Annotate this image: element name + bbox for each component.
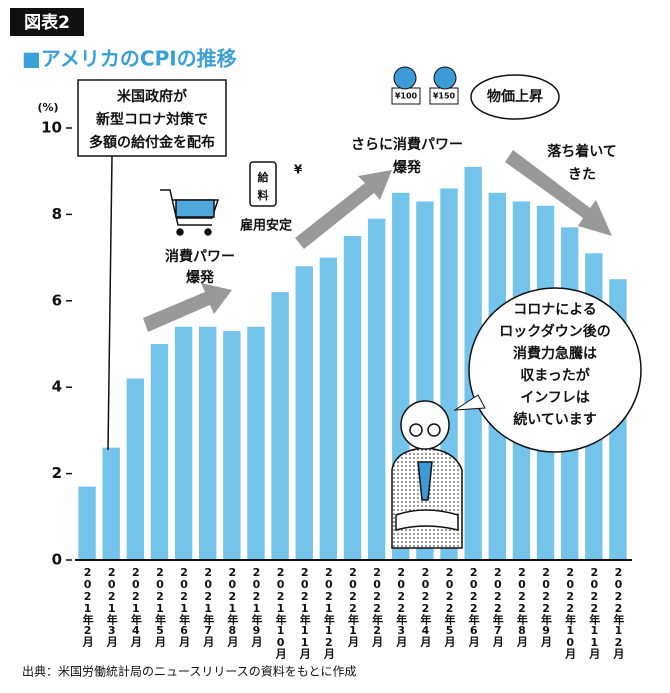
annotation: 落ち着いて bbox=[547, 143, 617, 160]
x-tick-label: 2021年6月 bbox=[177, 566, 191, 646]
y-tick-label: 6 bbox=[52, 291, 62, 309]
y-unit: (%) bbox=[37, 101, 58, 114]
annotation: 収まったが bbox=[520, 367, 590, 384]
annotation: 爆発 bbox=[186, 269, 215, 286]
source: 出典：米国労働統計局のニュースリリースの資料をもとに作成 bbox=[22, 664, 357, 679]
x-tick-label: 2021年8月 bbox=[225, 566, 239, 646]
annotation: きた bbox=[568, 167, 596, 183]
arrow bbox=[505, 150, 612, 236]
y-tick-label: 4 bbox=[52, 378, 62, 396]
annotation: 物価上昇 bbox=[487, 88, 543, 105]
bar bbox=[343, 236, 362, 560]
icon-label: ¥100 bbox=[395, 92, 418, 101]
speech-bubble bbox=[470, 74, 560, 120]
bar bbox=[102, 447, 120, 560]
annotation: 続いています bbox=[513, 411, 597, 428]
annotation: さらに消費パワー bbox=[351, 136, 463, 153]
annotation: 消費パワー bbox=[165, 248, 235, 265]
y-tick-label: 8 bbox=[52, 205, 62, 223]
bar bbox=[199, 326, 217, 560]
y-tick-label: 10 bbox=[41, 119, 62, 137]
x-tick-label: 2022年12月 bbox=[611, 566, 625, 658]
x-tick-label: 2022年4月 bbox=[418, 566, 432, 646]
callout-pointer bbox=[107, 155, 113, 451]
annotation: インフレは bbox=[520, 390, 590, 406]
x-tick-label: 2022年11月 bbox=[587, 566, 601, 658]
bar bbox=[367, 218, 386, 560]
x-tick-label: 2021年9月 bbox=[249, 566, 263, 646]
pay-envelope bbox=[249, 161, 277, 207]
annotation: コロナによる bbox=[513, 302, 597, 318]
icon-label: 料 bbox=[258, 188, 269, 202]
arrow bbox=[143, 283, 232, 332]
person bbox=[391, 400, 463, 549]
arrow bbox=[295, 170, 392, 249]
annotation: 米国政府が bbox=[117, 88, 188, 105]
bar bbox=[319, 257, 338, 560]
x-tick-label: 2021年2月 bbox=[81, 566, 95, 646]
arrows bbox=[143, 150, 612, 332]
annotation: 新型コロナ対策で bbox=[96, 111, 208, 128]
x-tick-label: 2021年3月 bbox=[105, 566, 119, 646]
x-tick-label: 2022年6月 bbox=[467, 566, 481, 646]
chart-title: ■アメリカのCPIの推移 bbox=[22, 47, 237, 71]
icon-label: ¥ bbox=[294, 163, 303, 177]
bar bbox=[223, 331, 241, 560]
x-tick-label: 2022年10月 bbox=[563, 566, 577, 658]
callout-box bbox=[77, 79, 227, 157]
bar bbox=[150, 344, 169, 560]
icon-label: ¥150 bbox=[433, 92, 456, 101]
x-tick-label: 2022年1月 bbox=[346, 566, 360, 646]
annotation: 雇用安定 bbox=[240, 218, 292, 234]
y-tick-label: 0 bbox=[52, 551, 62, 569]
x-tick-label: 2022年3月 bbox=[394, 566, 408, 646]
x-tick-label: 2021年4月 bbox=[129, 566, 143, 646]
bar bbox=[247, 326, 265, 560]
x-tick-label: 2022年8月 bbox=[515, 566, 529, 646]
bar bbox=[126, 378, 145, 560]
bar bbox=[295, 266, 313, 560]
tag: 図表2 bbox=[24, 12, 70, 33]
icon-label: 給 bbox=[258, 170, 270, 184]
y-tick-label: 2 bbox=[52, 464, 62, 482]
x-tick-label: 2021年10月 bbox=[274, 566, 288, 658]
annotation: ロックダウン後の bbox=[499, 323, 610, 340]
x-tick-label: 2022年5月 bbox=[443, 566, 457, 646]
annotation: 消費力急騰は bbox=[513, 345, 597, 362]
x-tick-label: 2022年9月 bbox=[539, 566, 553, 646]
bar bbox=[78, 486, 96, 560]
apple bbox=[393, 66, 417, 90]
annotation: 多額の給付金を配布 bbox=[89, 134, 215, 151]
cart-icon bbox=[160, 189, 220, 236]
bar bbox=[174, 326, 193, 560]
bubble-tail bbox=[453, 394, 486, 411]
annotation: 爆発 bbox=[393, 159, 422, 176]
speech-bubble bbox=[468, 287, 642, 453]
bar bbox=[271, 292, 289, 560]
tag-box bbox=[10, 8, 84, 36]
x-tick-label: 2022年7月 bbox=[491, 566, 505, 646]
x-tick-label: 2021年12月 bbox=[322, 566, 336, 658]
x-tick-label: 2021年7月 bbox=[201, 566, 215, 646]
x-tick-label: 2022年2月 bbox=[370, 566, 384, 646]
apple bbox=[433, 66, 457, 90]
x-tick-label: 2021年11月 bbox=[298, 566, 312, 658]
x-tick-label: 2021年5月 bbox=[153, 566, 167, 646]
